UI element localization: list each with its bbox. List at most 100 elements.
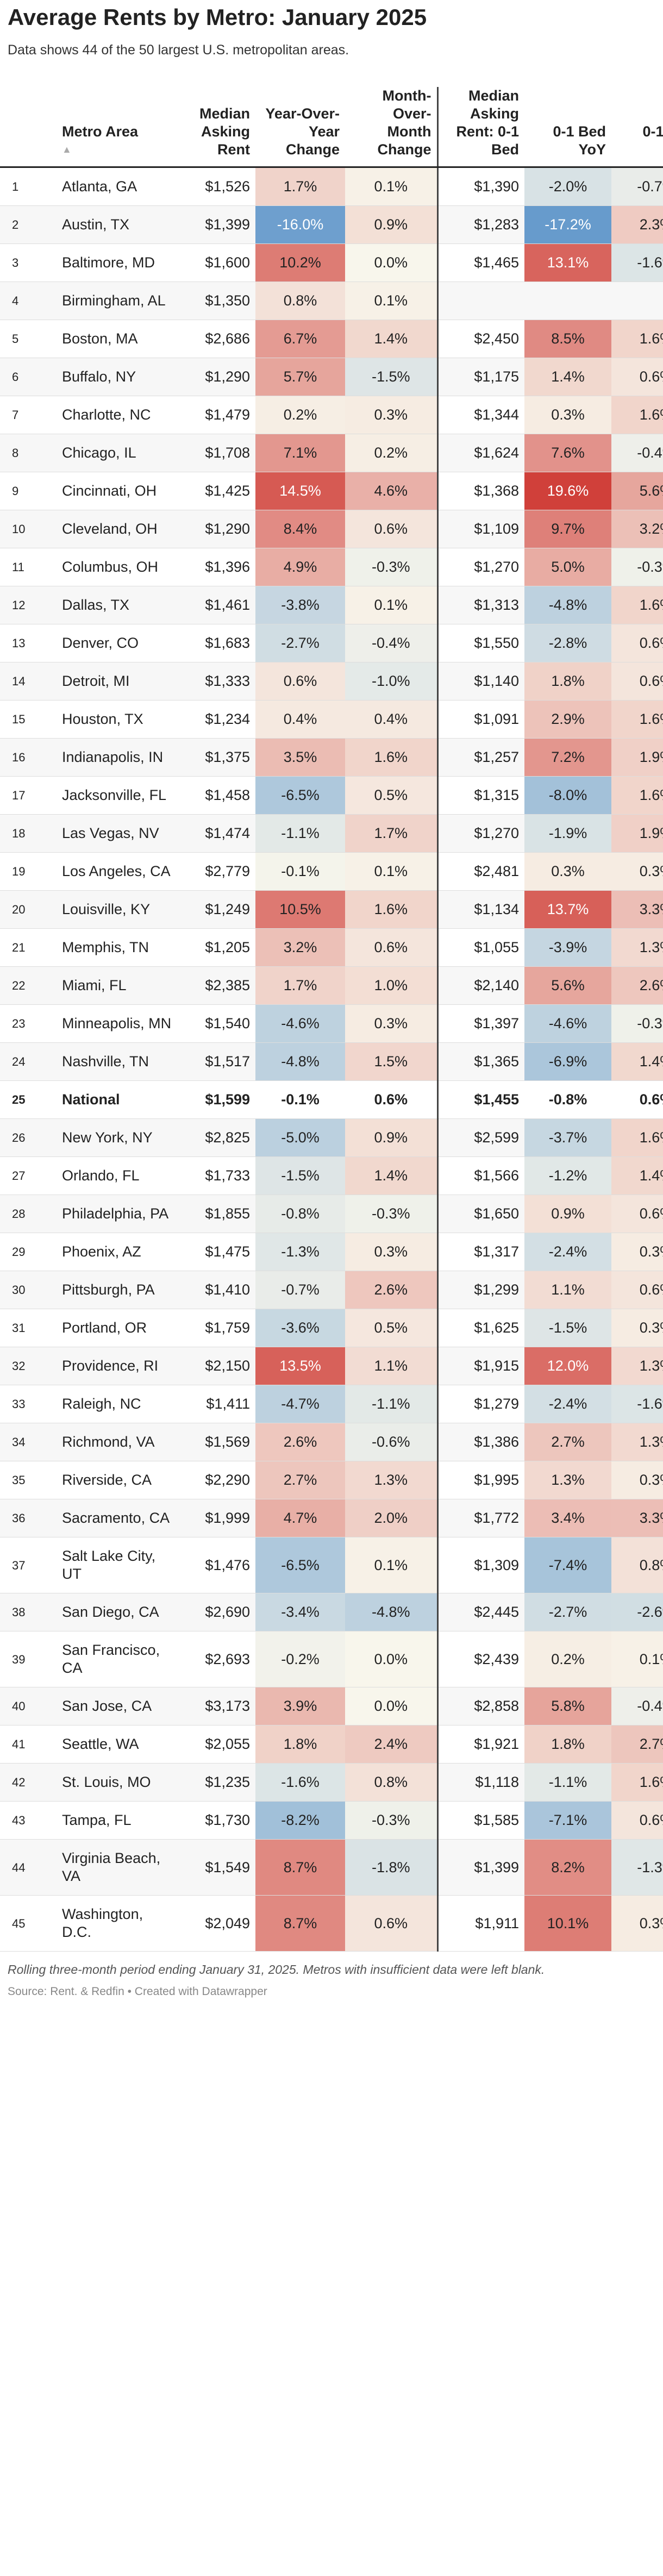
- table: Metro Area ▲ Median Asking Rent Year-Over-Y…: [0, 87, 663, 1952]
- value-cell: $1,458: [179, 776, 255, 815]
- value-cell: $1,317: [436, 1233, 524, 1271]
- value-cell: $1,566: [436, 1156, 524, 1195]
- rank-cell: 44: [0, 1839, 54, 1896]
- metro-cell: Houston, TX: [54, 700, 179, 739]
- value-cell: 1.4%: [345, 320, 437, 358]
- value-cell: $1,386: [436, 1423, 524, 1461]
- column-header: 0-1 Bed MoM: [611, 87, 663, 168]
- metro-cell: Charlotte, NC: [54, 396, 179, 434]
- metro-cell: Boston, MA: [54, 320, 179, 358]
- value-cell: 2.4%: [345, 1725, 437, 1764]
- table-row: 43 Tampa, FL $1,730 -8.2% -0.3% $1,585 -7.1% 0.…: [0, 1801, 663, 1840]
- value-cell: -0.3%: [345, 548, 437, 586]
- metro-cell: Salt Lake City, UT: [54, 1537, 179, 1593]
- value-cell: 1.4%: [611, 1156, 663, 1195]
- rank-cell: 36: [0, 1499, 54, 1537]
- value-cell: -1.0%: [345, 662, 437, 701]
- value-cell: 1.7%: [345, 814, 437, 853]
- value-cell: 14.5%: [255, 472, 345, 510]
- value-cell: 0.6%: [611, 358, 663, 396]
- value-cell: $1,425: [179, 472, 255, 510]
- value-cell: 8.7%: [255, 1839, 345, 1896]
- metro-cell: Denver, CO: [54, 624, 179, 662]
- value-cell: $1,257: [436, 738, 524, 777]
- rank-cell: 14: [0, 662, 54, 701]
- table-wrapper: Metro Area ▲ Median Asking Rent Year-Over-Y…: [0, 87, 663, 1952]
- metro-cell: San Diego, CA: [54, 1593, 179, 1631]
- metro-cell: Washington, D.C.: [54, 1895, 179, 1952]
- table-row: 8 Chicago, IL $1,708 7.1% 0.2% $1,624 7.6% -0.4…: [0, 434, 663, 472]
- value-cell: 5.8%: [524, 1687, 611, 1725]
- value-cell: $1,549: [179, 1839, 255, 1896]
- header-row: Metro Area ▲ Median Asking Rent Year-Over-Y…: [0, 87, 663, 168]
- metro-cell: Los Angeles, CA: [54, 852, 179, 891]
- column-header-text: 0-1 Bed MoM: [642, 123, 663, 158]
- column-header: Month-Over-Month Change: [345, 87, 437, 168]
- value-cell: $1,313: [436, 586, 524, 624]
- value-cell: -1.9%: [524, 814, 611, 853]
- value-cell: -3.4%: [255, 1593, 345, 1631]
- value-cell: -7.1%: [524, 1801, 611, 1840]
- value-cell: 10.5%: [255, 890, 345, 929]
- value-cell: $2,481: [436, 852, 524, 891]
- value-cell: 0.3%: [524, 852, 611, 891]
- value-cell: 10.1%: [524, 1895, 611, 1952]
- value-cell: 1.8%: [524, 1725, 611, 1764]
- column-header-text: 0-1 Bed YoY: [553, 123, 606, 158]
- rank-cell: 7: [0, 396, 54, 434]
- value-cell: $1,055: [436, 928, 524, 967]
- value-cell: -2.8%: [524, 624, 611, 662]
- value-cell: -1.1%: [524, 1763, 611, 1802]
- value-cell: 1.6%: [611, 776, 663, 815]
- source: Source: Rent. & Redfin • Created with Da…: [8, 1985, 267, 1998]
- value-cell: -1.6%: [255, 1763, 345, 1802]
- value-cell: $1,411: [179, 1385, 255, 1423]
- value-cell: $2,858: [436, 1687, 524, 1725]
- value-cell: 0.5%: [345, 1309, 437, 1347]
- value-cell: $1,249: [179, 890, 255, 929]
- rank-cell: 20: [0, 890, 54, 929]
- table-row: 21 Memphis, TN $1,205 3.2% 0.6% $1,055 -3.9% 1.…: [0, 928, 663, 967]
- value-cell: 3.5%: [255, 738, 345, 777]
- value-cell: $1,344: [436, 396, 524, 434]
- value-cell: $1,375: [179, 738, 255, 777]
- rank-cell: 33: [0, 1385, 54, 1423]
- footnote: Rolling three-month period ending Januar…: [8, 1962, 545, 1977]
- value-cell: $1,465: [436, 243, 524, 282]
- value-cell: $1,283: [436, 205, 524, 244]
- metro-cell: Nashville, TN: [54, 1042, 179, 1081]
- rank-cell: 30: [0, 1271, 54, 1309]
- rank-cell: 22: [0, 966, 54, 1005]
- value-cell: $1,995: [436, 1461, 524, 1499]
- rank-cell: 19: [0, 852, 54, 891]
- column-header-text: Median Asking Rent: 0-1 Bed: [456, 87, 519, 158]
- value-cell: 1.6%: [345, 890, 437, 929]
- value-cell: -1.8%: [345, 1839, 437, 1896]
- value-cell: 1.7%: [255, 966, 345, 1005]
- value-cell: 0.3%: [611, 1895, 663, 1952]
- value-cell: $1,205: [179, 928, 255, 967]
- value-cell: 2.6%: [255, 1423, 345, 1461]
- value-cell: -2.6%: [611, 1593, 663, 1631]
- table-row: 35 Riverside, CA $2,290 2.7% 1.3% $1,995 1.3% 0…: [0, 1461, 663, 1499]
- value-cell: $2,150: [179, 1347, 255, 1385]
- value-cell: -0.7%: [255, 1271, 345, 1309]
- value-cell: $2,439: [436, 1631, 524, 1687]
- value-cell: 0.1%: [345, 852, 437, 891]
- value-cell: -0.4%: [345, 624, 437, 662]
- value-cell: -16.0%: [255, 205, 345, 244]
- rank-cell: 2: [0, 205, 54, 244]
- rank-cell: 43: [0, 1801, 54, 1840]
- value-cell: 2.7%: [524, 1423, 611, 1461]
- metro-cell: Richmond, VA: [54, 1423, 179, 1461]
- value-cell: 1.4%: [611, 1042, 663, 1081]
- value-cell: 1.7%: [255, 167, 345, 206]
- table-row: 28 Philadelphia, PA $1,855 -0.8% -0.3% $1,650…: [0, 1195, 663, 1233]
- table-row: 38 San Diego, CA $2,690 -3.4% -4.8% $2,445 -2.…: [0, 1593, 663, 1631]
- value-cell: $1,683: [179, 624, 255, 662]
- value-cell: $1,175: [436, 358, 524, 396]
- rank-cell: 10: [0, 510, 54, 548]
- value-cell: $1,600: [179, 243, 255, 282]
- value-cell: 9.7%: [524, 510, 611, 548]
